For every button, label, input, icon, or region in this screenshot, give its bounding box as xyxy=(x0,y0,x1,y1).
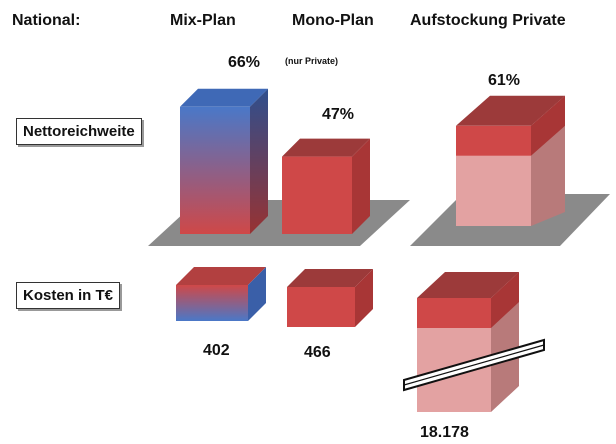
bar-mix-cost xyxy=(176,285,248,321)
bar-auf-reach-side-upper xyxy=(531,95,565,156)
bar-mono-reach xyxy=(282,156,352,234)
value-label-mix-cost: 402 xyxy=(203,342,230,359)
bar-mono-cost xyxy=(287,287,355,327)
bar-mono-cost-top xyxy=(287,269,373,287)
header-national: National: xyxy=(12,12,81,29)
bar-auf-cost-upper xyxy=(417,298,491,328)
header-mono-plan: Mono-Plan xyxy=(292,12,374,29)
bar-mono-cost-side xyxy=(355,269,373,327)
row-label-kosten: Kosten in T€ xyxy=(16,282,121,309)
axis-break-line xyxy=(403,344,545,386)
bar-mix-reach-side xyxy=(250,88,268,234)
header-mix-plan: Mix-Plan xyxy=(170,12,236,29)
bar-auf-cost-side-upper xyxy=(491,272,519,328)
bar-mix-reach xyxy=(180,106,250,234)
bar-mix-reach-top xyxy=(180,88,268,107)
value-label-auf-cost: 18.178 xyxy=(420,424,469,441)
value-label-mono-cost: 466 xyxy=(304,344,331,361)
bar-mix-cost-top xyxy=(176,267,266,285)
value-label-mix-reach: 66% xyxy=(228,54,261,71)
bar-mono-reach-top xyxy=(282,138,370,157)
mono-plan-note: (nur Private) xyxy=(285,56,339,66)
header-aufstockung: Aufstockung Private xyxy=(410,12,566,29)
bar-auf-reach-upper xyxy=(456,125,531,156)
bar-mono-reach-side xyxy=(352,138,370,234)
value-label-auf-reach: 61% xyxy=(488,72,521,89)
bar-auf-reach-lower xyxy=(456,155,531,226)
value-label-mono-reach: 47% xyxy=(322,106,355,123)
row-label-nettoreichweite: Nettoreichweite xyxy=(16,118,142,145)
bar-auf-cost-top xyxy=(417,272,519,298)
bar-auf-reach-top xyxy=(456,95,565,126)
bar-mix-cost-side xyxy=(248,267,266,321)
